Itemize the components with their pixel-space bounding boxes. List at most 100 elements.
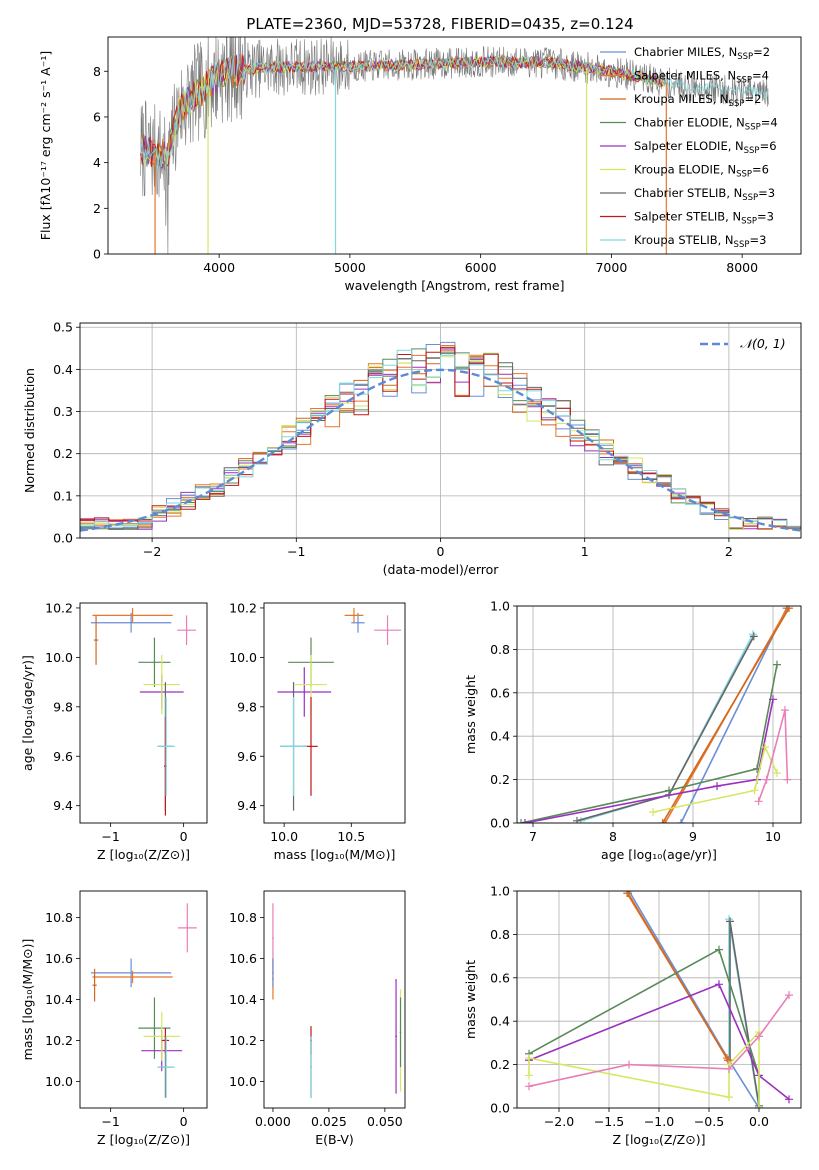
- x-tick-label: 10: [765, 829, 781, 844]
- axes-frame: [79, 602, 208, 824]
- plus-marker: [573, 816, 581, 823]
- x-axis-label: Z [log₁₀(Z/Z⊙)]: [613, 1132, 706, 1147]
- y-tick-label: 0.0: [490, 1101, 510, 1116]
- x-axis-label: E(B-V): [315, 1132, 354, 1147]
- plus-marker: [773, 769, 781, 778]
- plus-marker: [755, 1032, 763, 1041]
- x-tick-label: −1: [101, 1114, 119, 1129]
- legend-entry: Chabrier MILES, NSSP=2: [634, 45, 770, 62]
- y-tick-label: 10.2: [229, 1033, 257, 1048]
- x-tick-label: −2: [143, 544, 161, 559]
- x-tick-label: −1: [101, 829, 119, 844]
- y-tick-label: 10.4: [45, 992, 73, 1007]
- plus-marker: [677, 819, 685, 823]
- plus-marker: [625, 1060, 633, 1069]
- plus-marker: [761, 743, 769, 752]
- y-tick-label: 0.4: [490, 729, 510, 744]
- y-tick-label: 10.0: [229, 1074, 257, 1089]
- subscript: SSP: [729, 99, 745, 109]
- x-axis-label: Z [log₁₀(Z/Z⊙)]: [97, 847, 190, 862]
- plus-marker: [725, 1093, 733, 1102]
- legend-entry: Salpeter ELODIE, NSSP=6: [634, 139, 777, 156]
- x-tick-label: −1: [287, 544, 305, 559]
- plus-marker: [517, 819, 525, 823]
- data-point: [165, 1066, 168, 1068]
- x-tick-label: 7: [529, 829, 537, 844]
- plus-marker: [715, 945, 723, 954]
- plus-marker: [754, 797, 763, 806]
- normal-curve: [80, 368, 801, 532]
- plus-marker: [750, 786, 759, 795]
- y-tick-label: 0.5: [53, 320, 73, 335]
- plus-marker: [749, 632, 758, 641]
- x-tick-label: 9: [689, 829, 697, 844]
- y-axis-label: mass weight: [463, 960, 478, 1039]
- y-tick-label: 0.4: [490, 1014, 510, 1029]
- x-tick-label: 0.0: [749, 1114, 769, 1129]
- legend-suffix: =6: [752, 163, 769, 177]
- data-point: [160, 1035, 163, 1038]
- y-tick-label: 0.8: [490, 642, 510, 657]
- mass-weight-line: [627, 892, 729, 1061]
- subscript: SSP: [736, 76, 752, 86]
- data-point: [95, 639, 97, 641]
- plus-marker: [785, 1095, 793, 1104]
- plus-marker: [521, 819, 529, 823]
- plot-area: [272, 903, 402, 1098]
- legend-entry: Kroupa ELODIE, NSSP=6: [634, 163, 769, 180]
- y-tick-label: 10.0: [229, 650, 257, 665]
- x-tick-label: −0.5: [694, 1114, 724, 1129]
- x-tick-label: 1: [581, 544, 589, 559]
- plus-marker: [713, 782, 721, 791]
- legend-suffix: =3: [757, 210, 774, 224]
- plus-marker: [725, 915, 733, 924]
- mass-weight-line: [628, 891, 760, 1108]
- x-tick-label: 8: [609, 829, 617, 844]
- legend-suffix: =2: [744, 92, 761, 106]
- mass-weight-line: [528, 1029, 760, 1108]
- axes-frame: [516, 890, 802, 1109]
- plot-area: [140, 37, 769, 254]
- y-tick-label: 1.0: [490, 884, 510, 899]
- y-tick-label: 6: [93, 109, 101, 124]
- axes-frame: [107, 36, 802, 255]
- y-tick-label: 10.2: [229, 600, 257, 615]
- data-point: [160, 683, 163, 686]
- mass-weight-line: [528, 983, 790, 1100]
- mass-weight-vs-age-panel: 7 8 9 10 0.0 0.2 0.4 0.6 0.8 1.0 age [log₁₀(age/yr…: [463, 599, 802, 862]
- mass-weight-line: [520, 664, 778, 823]
- x-tick-label: 8000: [726, 260, 758, 275]
- data-point: [186, 926, 189, 929]
- y-tick-label: 9.6: [237, 749, 257, 764]
- plus-marker: [769, 695, 777, 704]
- data-point: [153, 1027, 156, 1030]
- x-tick-label: 0.050: [367, 1114, 403, 1129]
- y-tick-label: 9.8: [237, 699, 257, 714]
- y-tick-label: 0.3: [53, 404, 73, 419]
- y-tick-label: 10.4: [229, 992, 257, 1007]
- mass-weight-line: [524, 699, 774, 823]
- subscript: SSP: [741, 217, 757, 227]
- plus-marker: [781, 706, 789, 715]
- plus-marker: [624, 891, 632, 898]
- data-point: [153, 661, 156, 664]
- legend-suffix: =4: [761, 116, 778, 130]
- mass-vs-metallicity-panel: −1 0 10.0 10.2 10.4 10.6 10.8 Z [log₁₀(Z/Z⊙)] ma…: [20, 890, 208, 1147]
- plus-marker: [525, 1071, 533, 1080]
- axes-frame: [79, 322, 802, 539]
- legend-entry: Salpeter MILES, NSSP=4: [634, 69, 769, 86]
- plus-marker: [783, 775, 792, 784]
- plus-marker: [525, 1082, 533, 1091]
- y-tick-label: 0.2: [490, 1057, 510, 1072]
- y-tick-label: 9.8: [53, 699, 73, 714]
- spectrum-legend: Chabrier MILES, NSSP=2 Salpeter MILES, NS…: [600, 45, 778, 250]
- data-point: [272, 937, 274, 939]
- data-point: [310, 745, 312, 748]
- data-point: [185, 629, 188, 632]
- x-tick-label: 2: [725, 544, 733, 559]
- x-tick-label: 10.0: [270, 829, 298, 844]
- y-tick-label: 10.6: [45, 951, 73, 966]
- legend-suffix: =4: [752, 69, 769, 83]
- figure-title: PLATE=2360, MJD=53728, FIBERID=0435, z=0…: [246, 15, 633, 33]
- x-axis-label: mass [log₁₀(M/M⊙)]: [274, 847, 396, 862]
